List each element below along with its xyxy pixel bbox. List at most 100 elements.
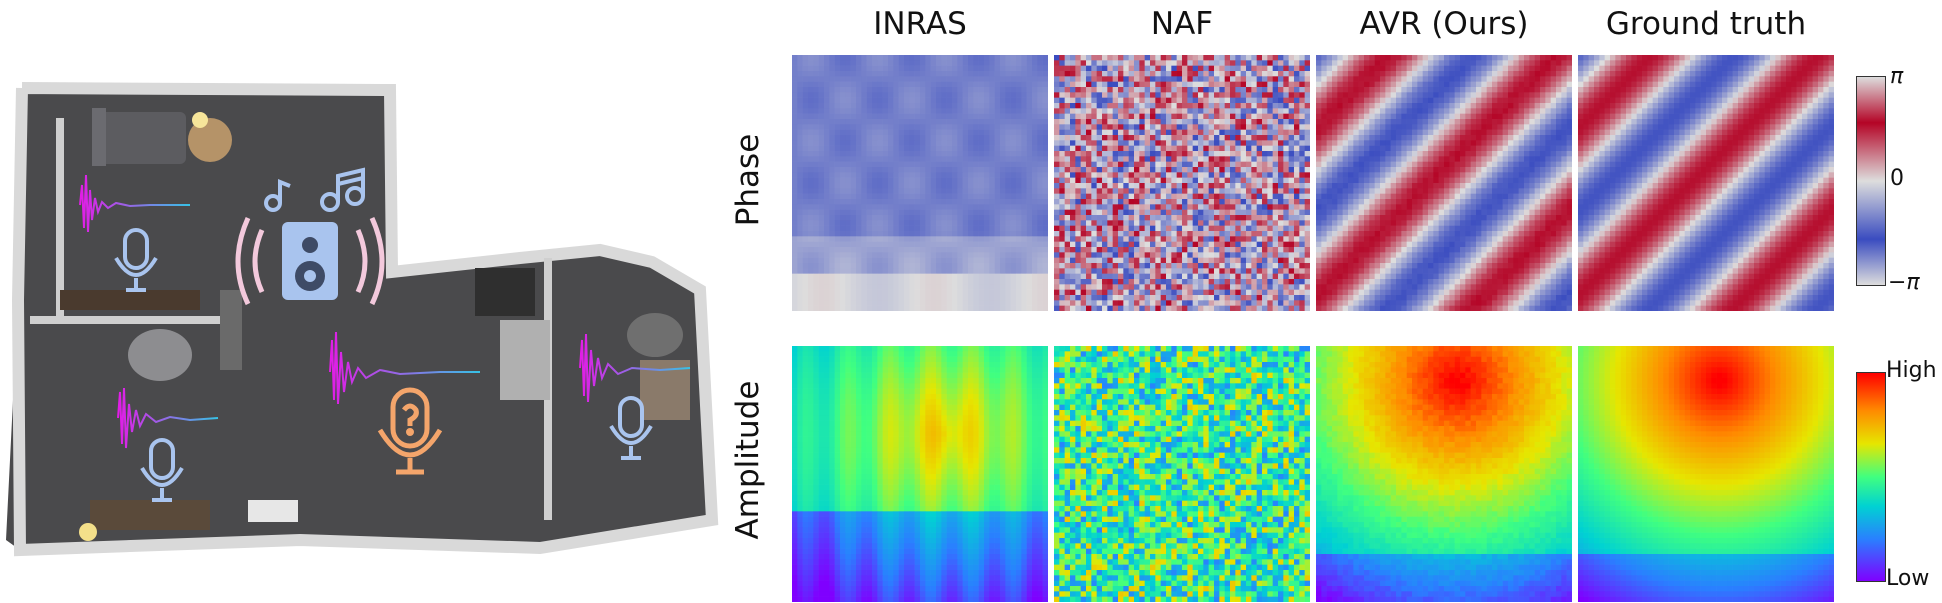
heatmap-cell (845, 92, 851, 98)
heatmap-cell (952, 241, 958, 248)
heatmap-cell (1251, 167, 1257, 173)
heatmap-cell (1080, 71, 1087, 77)
heatmap-cell (968, 268, 974, 274)
heatmap-cell (1203, 140, 1209, 146)
heatmap-cell (1267, 225, 1273, 232)
heatmap-cell (930, 81, 937, 88)
heatmap-cell (792, 257, 798, 264)
heatmap-cell (1476, 81, 1482, 88)
heatmap-cell (1192, 263, 1199, 269)
heatmap-cell (1112, 236, 1119, 242)
heatmap-cell (1112, 231, 1119, 237)
heatmap-cell (1304, 135, 1310, 141)
heatmap-cell (1214, 305, 1220, 311)
heatmap-cell (893, 71, 899, 77)
heatmap-cell (1042, 263, 1048, 269)
shelf (500, 320, 550, 400)
heatmap-cell (994, 241, 1001, 248)
heatmap-cell (1064, 284, 1071, 290)
heatmap-cell (1230, 108, 1236, 114)
heatmap-cell (946, 263, 953, 269)
heatmap-cell (1182, 145, 1188, 152)
heatmap-cell (1005, 225, 1011, 232)
heatmap-cell (1224, 268, 1231, 274)
heatmap-cell (1139, 108, 1145, 114)
heatmap-cell (1000, 140, 1006, 146)
heatmap-cell (802, 55, 809, 61)
heatmap-cell (1192, 55, 1199, 61)
heatmap-cell (1230, 305, 1236, 311)
heatmap-cell (1272, 103, 1279, 109)
heatmap-cell (1032, 209, 1038, 216)
heatmap-cell (1272, 257, 1279, 264)
heatmap-cell (941, 76, 947, 82)
heatmap-cell (909, 257, 915, 264)
heatmap-cell (1256, 124, 1263, 130)
heatmap-cell (1102, 140, 1108, 146)
heatmap-cell (984, 289, 990, 296)
heatmap-cell (925, 55, 931, 61)
heatmap-cell (989, 247, 995, 253)
heatmap-cell (861, 177, 867, 184)
heatmap-cell (1010, 151, 1017, 157)
heatmap-cell (872, 119, 878, 125)
heatmap-cell (930, 167, 937, 173)
heatmap-cell (1278, 55, 1284, 61)
heatmap-cell (1272, 183, 1279, 189)
heatmap-cell (989, 305, 995, 311)
heatmap-cell (1198, 204, 1204, 210)
heatmap-cell (978, 199, 985, 205)
heatmap-cell (1166, 209, 1172, 216)
heatmap-cell (1032, 129, 1038, 136)
heatmap-cell (1155, 119, 1161, 125)
heatmap-cell (1102, 199, 1108, 205)
heatmap-cell (1112, 289, 1119, 296)
heatmap-cell (829, 129, 835, 136)
heatmap-cell (1316, 71, 1322, 77)
heatmap-cell (888, 300, 894, 306)
heatmap-cell (1278, 263, 1284, 269)
heatmap-cell (813, 108, 819, 114)
heatmap-cell (936, 231, 942, 237)
heatmap-cell (1267, 76, 1273, 82)
heatmap-cell (1005, 300, 1011, 306)
heatmap-cell (866, 279, 873, 285)
heatmap-cell (1198, 215, 1204, 221)
heatmap-cell (856, 71, 862, 77)
desk (60, 290, 200, 310)
heatmap-cell (978, 124, 985, 130)
heatmap-cell (973, 236, 979, 242)
heatmap-cell (920, 284, 926, 290)
heatmap-cell (1059, 167, 1065, 173)
heatmap-cell (1155, 151, 1161, 157)
heatmap-cell (1166, 289, 1172, 296)
heatmap-cell (1497, 87, 1503, 93)
heatmap-cell (850, 279, 857, 285)
heatmap-cell (888, 247, 894, 253)
heatmap-cell (802, 97, 809, 104)
heatmap-cell (792, 199, 798, 205)
heatmap-cell (1118, 273, 1124, 280)
heatmap-cell (1026, 87, 1033, 93)
heatmap-cell (1123, 156, 1129, 162)
heatmap-cell (872, 177, 878, 184)
heatmap-cell (1016, 241, 1022, 248)
heatmap-cell (797, 76, 803, 82)
heatmap-cell (989, 76, 995, 82)
microphone-icon (114, 228, 158, 292)
heatmap-cell (909, 300, 915, 306)
heatmap-cell (1010, 108, 1017, 114)
heatmap-cell (1042, 273, 1048, 280)
heatmap-cell (893, 263, 899, 269)
heatmap-cell (861, 247, 867, 253)
heatmap-cell (1470, 55, 1477, 61)
heatmap-cell (1080, 263, 1087, 269)
heatmap-cell (1032, 183, 1038, 189)
heatmap-cell (888, 140, 894, 146)
heatmap-cell (866, 225, 873, 232)
heatmap-cell (1155, 193, 1161, 200)
heatmap-cell (866, 241, 873, 248)
heatmap-cell (1208, 209, 1215, 216)
heatmap-cell (792, 183, 798, 189)
heatmap-cell (877, 279, 883, 285)
